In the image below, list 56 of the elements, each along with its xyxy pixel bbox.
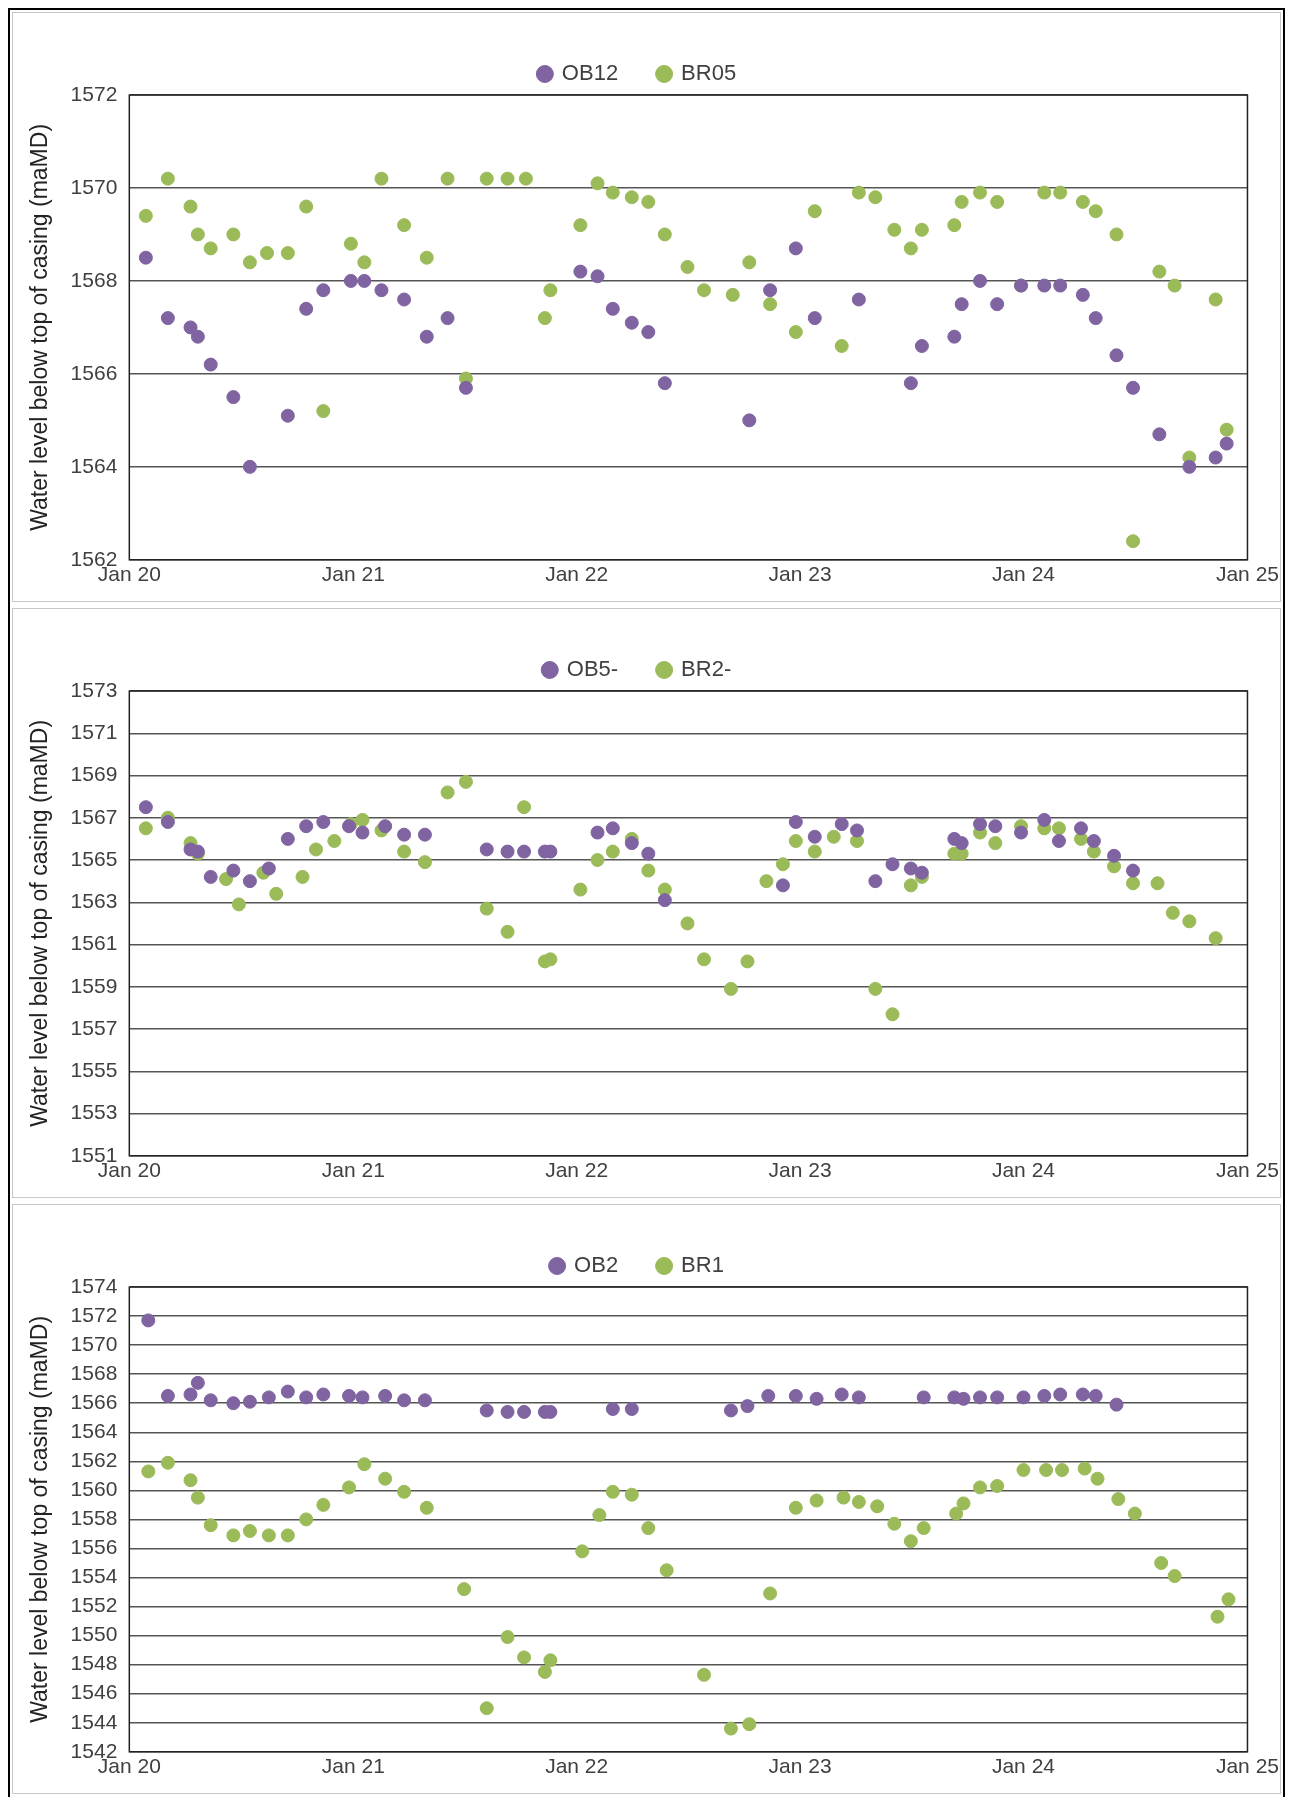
x-tick-label: Jan 21 <box>321 1158 385 1182</box>
x-tick-label: Jan 23 <box>768 562 832 586</box>
legend-label: BR1 <box>681 1252 724 1278</box>
y-tick-label: 1548 <box>70 1651 118 1675</box>
legend-label: OB12 <box>561 60 619 86</box>
y-tick-label: 1562 <box>70 1448 118 1472</box>
x-tick-label: Jan 24 <box>991 562 1056 586</box>
legend-label: OB2 <box>574 1252 619 1278</box>
y-tick-label: 1563 <box>70 889 118 913</box>
y-tick-label: 1570 <box>70 1331 118 1355</box>
y-tick-label: 1546 <box>70 1680 118 1704</box>
y-tick-label: 1568 <box>70 1360 118 1384</box>
y-tick-label: 1560 <box>70 1477 118 1501</box>
y-tick-label: 1555 <box>70 1058 118 1082</box>
x-tick-label: Jan 21 <box>321 1754 385 1778</box>
y-tick-label: 1574 <box>70 1273 118 1297</box>
y-tick-label: 1550 <box>70 1622 118 1646</box>
y-tick-label: 1570 <box>70 174 118 198</box>
x-tick-label: Jan 22 <box>545 1158 609 1182</box>
legend-label: BR05 <box>681 60 737 86</box>
x-tick-label: Jan 25 <box>1215 1754 1280 1778</box>
x-tick-label: Jan 23 <box>768 1158 832 1182</box>
y-tick-label: 1572 <box>70 81 118 105</box>
x-tick-label: Jan 24 <box>991 1158 1056 1182</box>
x-tick-label: Jan 23 <box>768 1754 832 1778</box>
y-tick-label: 1559 <box>70 973 118 997</box>
x-tick-label: Jan 21 <box>321 562 385 586</box>
y-tick-label: 1572 <box>70 1302 118 1326</box>
y-axis-title: Water level below top of casing (maMD) <box>26 719 53 1127</box>
y-tick-label: 1558 <box>70 1506 118 1530</box>
legend-label: BR2- <box>681 656 732 682</box>
y-tick-label: 1556 <box>70 1535 118 1559</box>
y-axis-title: Water level below top of casing (maMD) <box>26 123 53 531</box>
y-tick-label: 1561 <box>70 931 118 955</box>
y-tick-label: 1573 <box>70 677 118 701</box>
y-axis-title: Water level below top of casing (maMD) <box>26 1315 53 1723</box>
y-tick-label: 1571 <box>70 720 118 744</box>
x-tick-label: Jan 22 <box>545 562 609 586</box>
y-tick-label: 1567 <box>70 804 118 828</box>
y-tick-label: 1566 <box>70 1390 118 1413</box>
y-tick-label: 1564 <box>70 453 118 477</box>
y-tick-label: 1564 <box>70 1419 118 1443</box>
y-tick-label: 1565 <box>70 846 118 870</box>
y-tick-label: 1566 <box>70 360 118 384</box>
x-tick-label: Jan 22 <box>545 1754 609 1778</box>
y-tick-label: 1557 <box>70 1015 118 1039</box>
legend-label: OB5- <box>566 656 619 682</box>
x-tick-label: Jan 25 <box>1215 1158 1280 1182</box>
y-tick-label: 1553 <box>70 1100 118 1124</box>
x-tick-label: Jan 25 <box>1215 562 1280 586</box>
y-tick-label: 1568 <box>70 267 118 291</box>
y-tick-label: 1554 <box>70 1564 118 1588</box>
y-tick-label: 1569 <box>70 762 118 786</box>
y-tick-label: 1552 <box>70 1593 118 1617</box>
x-tick-label: Jan 24 <box>991 1754 1056 1778</box>
y-tick-label: 1544 <box>70 1709 118 1733</box>
